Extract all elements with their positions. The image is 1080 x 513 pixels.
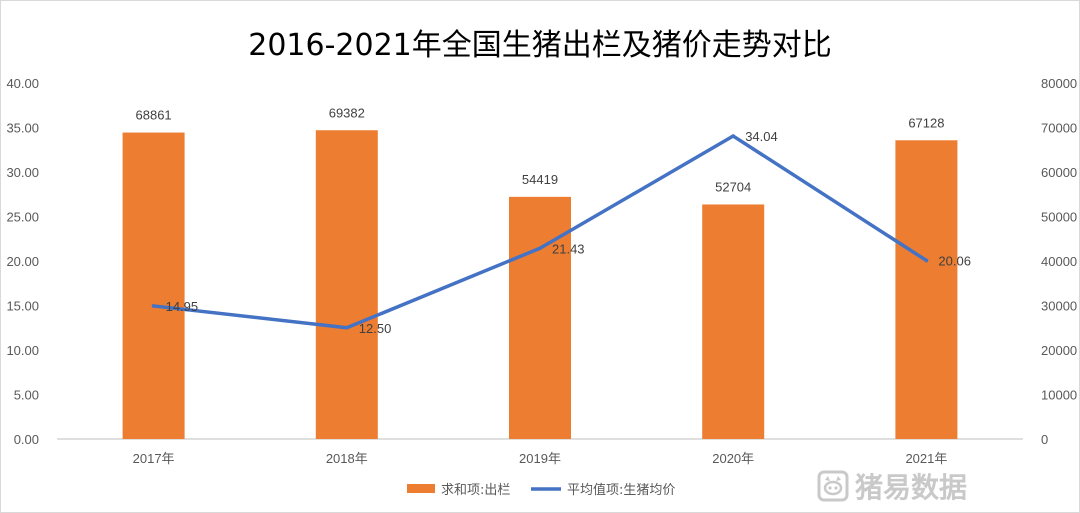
y-right-tick-label: 30000: [1041, 299, 1077, 314]
legend-label-bar: 求和项:出栏: [441, 483, 510, 498]
y-right-tick-label: 80000: [1041, 76, 1077, 91]
bar-chulan: [702, 204, 765, 439]
line-point: [151, 304, 156, 308]
y-right-tick-label: 40000: [1041, 254, 1077, 269]
y-right-tick-label: 10000: [1041, 388, 1077, 403]
bar-data-label: 68861: [136, 108, 172, 123]
y-left-tick-label: 15.00: [6, 299, 39, 314]
pig-logo-icon: [817, 470, 849, 502]
bar-data-label: 67128: [908, 115, 944, 130]
line-point: [924, 258, 929, 263]
x-tick-label: 2017年: [133, 451, 175, 466]
line-data-label: 20.06: [938, 253, 971, 268]
x-tick-label: 2019年: [519, 451, 561, 466]
x-tick-label: 2021年: [905, 451, 947, 466]
bar-data-label: 69382: [329, 105, 365, 120]
line-data-label: 21.43: [552, 241, 585, 256]
chart-title: 2016-2021年全国生猪出栏及猪价走势对比: [248, 28, 832, 63]
bar-data-label: 52704: [715, 179, 751, 194]
x-tick-label: 2020年: [712, 451, 754, 466]
plot-area: 0.00 5.00 10.00 15.00 20.00 25.00 30.00 35.00 40…: [6, 76, 1077, 466]
legend-swatch-bar: [407, 484, 435, 493]
line-point: [731, 134, 735, 138]
y-right-tick-label: 70000: [1041, 121, 1077, 136]
watermark-text: 猪易数据: [855, 471, 967, 504]
y-left-tick-label: 10.00: [6, 343, 39, 358]
y-left-tick-label: 35.00: [6, 121, 39, 136]
y-right-tick-label: 0: [1041, 432, 1048, 447]
y-right-tick-label: 60000: [1041, 165, 1077, 180]
y-left-tick-label: 20.00: [6, 254, 39, 269]
watermark: 猪易数据: [817, 470, 967, 504]
bar-chulan: [509, 196, 571, 439]
bar-chulan: [315, 130, 378, 439]
legend-label-line: 平均值项:生猪均价: [567, 482, 675, 498]
y-right-tick-label: 20000: [1041, 343, 1077, 358]
x-tick-label: 2018年: [326, 451, 368, 466]
y-left-tick-label: 0.00: [14, 432, 39, 447]
line-point: [345, 325, 349, 330]
line-point: [538, 246, 542, 251]
y-left-tick-label: 40.00: [6, 76, 39, 91]
line-data-label: 34.04: [745, 129, 778, 144]
y-left-tick-label: 5.00: [14, 388, 39, 403]
bar-data-label: 54419: [522, 172, 558, 187]
bar-chulan: [122, 132, 185, 439]
line-data-label: 12.50: [359, 321, 392, 336]
y-right-tick-label: 50000: [1041, 210, 1077, 225]
bar-chulan: [895, 140, 958, 439]
y-left-tick-label: 25.00: [6, 210, 39, 225]
line-data-label: 14.95: [166, 299, 199, 314]
y-left-tick-label: 30.00: [6, 165, 39, 180]
legend: 求和项:出栏 平均值项:生猪均价: [407, 482, 675, 498]
